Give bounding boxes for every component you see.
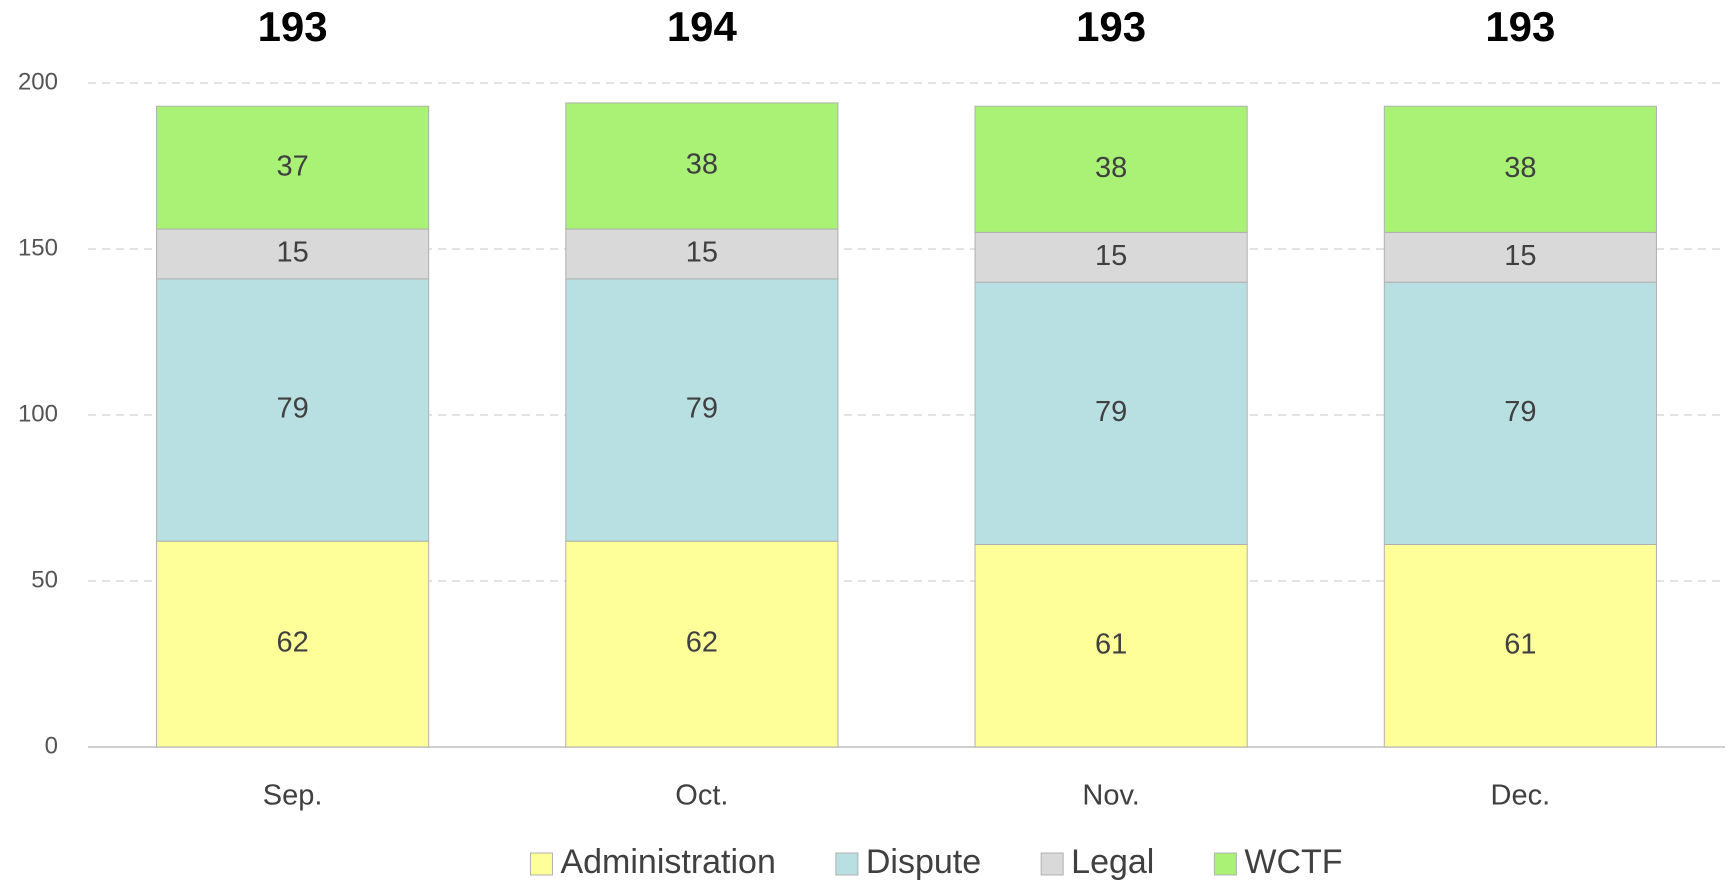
bar-segment xyxy=(156,278,430,542)
legend-swatch xyxy=(1213,852,1237,876)
legend-label: Dispute xyxy=(866,843,981,881)
data-label: 62 xyxy=(276,627,308,659)
y-tick-label: 200 xyxy=(18,68,58,95)
data-label: 15 xyxy=(1095,240,1127,272)
x-tick-label: Oct. xyxy=(675,780,728,812)
x-tick-label: Sep. xyxy=(263,780,323,812)
bar-segment xyxy=(156,105,430,230)
data-label: 61 xyxy=(1095,628,1127,660)
data-label: 15 xyxy=(276,237,308,269)
y-tick-label: 50 xyxy=(31,566,58,593)
bar-segment xyxy=(565,228,839,280)
data-label: 79 xyxy=(686,393,718,425)
bar-segment xyxy=(1383,281,1657,545)
legend-label: WCTF xyxy=(1244,843,1342,881)
legend-label: Legal xyxy=(1071,843,1154,881)
bar-segment xyxy=(565,278,839,542)
y-tick-label: 150 xyxy=(18,234,58,261)
x-tick-label: Dec. xyxy=(1491,780,1551,812)
legend-swatch xyxy=(529,852,553,876)
bar-segment xyxy=(1383,543,1657,748)
data-label: 79 xyxy=(1095,396,1127,428)
total-label: 193 xyxy=(1485,3,1555,50)
bar-segment xyxy=(1383,231,1657,283)
bar-segment xyxy=(974,281,1248,545)
bar-segment xyxy=(974,231,1248,283)
data-label: 15 xyxy=(1504,240,1536,272)
bar-segment xyxy=(1383,105,1657,233)
total-label: 193 xyxy=(1076,3,1146,50)
bar-segment xyxy=(974,543,1248,748)
bar-segment xyxy=(974,105,1248,233)
data-label: 37 xyxy=(276,150,308,182)
y-tick-label: 0 xyxy=(45,732,58,759)
bar-segment xyxy=(156,540,430,748)
total-label: 193 xyxy=(258,3,328,50)
y-tick-label: 100 xyxy=(18,400,58,427)
legend-label: Administration xyxy=(560,843,775,881)
total-label: 194 xyxy=(667,3,738,50)
data-label: 38 xyxy=(1504,152,1536,184)
bar-segment xyxy=(565,540,839,748)
bar-segment xyxy=(565,102,839,230)
data-label: 62 xyxy=(686,627,718,659)
data-label: 61 xyxy=(1504,628,1536,660)
data-label: 79 xyxy=(276,393,308,425)
data-label: 15 xyxy=(686,237,718,269)
x-tick-label: Nov. xyxy=(1082,780,1139,812)
data-label: 38 xyxy=(686,149,718,181)
legend-swatch xyxy=(1040,852,1064,876)
data-label: 38 xyxy=(1095,152,1127,184)
data-label: 79 xyxy=(1504,396,1536,428)
legend-swatch xyxy=(835,852,859,876)
